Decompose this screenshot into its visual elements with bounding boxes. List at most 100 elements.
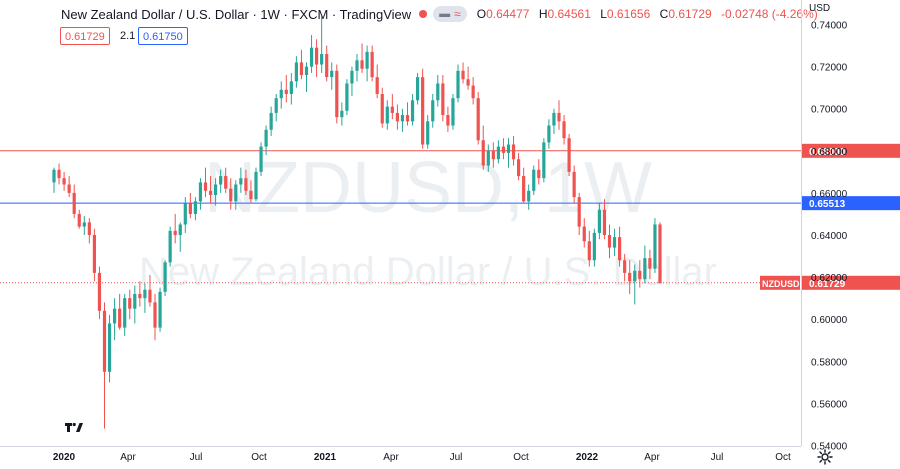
- candle[interactable]: [582, 218, 586, 248]
- candle[interactable]: [158, 287, 162, 332]
- candle[interactable]: [618, 226, 622, 267]
- candle[interactable]: [648, 249, 652, 280]
- candle[interactable]: [511, 136, 516, 166]
- candle[interactable]: [198, 178, 203, 210]
- candle[interactable]: [203, 167, 208, 198]
- candle[interactable]: [188, 192, 192, 219]
- candle[interactable]: [315, 39, 319, 78]
- candle[interactable]: [577, 192, 581, 235]
- candle[interactable]: [522, 167, 526, 204]
- candle[interactable]: [446, 106, 450, 132]
- candle[interactable]: [309, 35, 314, 73]
- candle[interactable]: [102, 302, 107, 429]
- candle[interactable]: [224, 167, 228, 193]
- candle[interactable]: [517, 152, 521, 181]
- candle[interactable]: [269, 106, 273, 137]
- gear-icon[interactable]: [817, 449, 833, 465]
- candle[interactable]: [143, 283, 147, 313]
- candle[interactable]: [67, 176, 71, 198]
- candle[interactable]: [426, 115, 430, 149]
- candle[interactable]: [138, 281, 142, 307]
- buy-button[interactable]: 0.61750: [138, 27, 188, 45]
- candle[interactable]: [552, 108, 556, 134]
- sell-button[interactable]: 0.61729: [60, 27, 110, 45]
- candle[interactable]: [214, 178, 218, 206]
- wave-icon[interactable]: ≈: [454, 7, 461, 21]
- candle[interactable]: [274, 93, 278, 122]
- candle[interactable]: [254, 167, 258, 202]
- candle[interactable]: [461, 62, 465, 84]
- candle[interactable]: [491, 142, 495, 168]
- candle[interactable]: [431, 93, 435, 128]
- candle[interactable]: [52, 167, 56, 193]
- candle[interactable]: [133, 285, 137, 324]
- candle[interactable]: [405, 102, 410, 126]
- candle[interactable]: [506, 138, 511, 168]
- time-axis[interactable]: [0, 446, 801, 469]
- candle[interactable]: [451, 93, 455, 130]
- candle[interactable]: [304, 62, 309, 92]
- candle[interactable]: [385, 100, 389, 130]
- candle[interactable]: [249, 180, 253, 204]
- symbol-title[interactable]: New Zealand Dollar / U.S. Dollar · 1W · …: [61, 6, 412, 22]
- eye-icon[interactable]: ▬: [439, 8, 451, 20]
- candle[interactable]: [163, 260, 167, 297]
- candle[interactable]: [355, 53, 359, 82]
- candle[interactable]: [436, 75, 440, 107]
- candle[interactable]: [193, 197, 197, 221]
- candle[interactable]: [597, 203, 601, 240]
- candle[interactable]: [77, 209, 81, 229]
- candle[interactable]: [107, 314, 112, 383]
- candle[interactable]: [623, 253, 627, 282]
- candle[interactable]: [395, 104, 399, 130]
- candle[interactable]: [234, 180, 238, 210]
- candle[interactable]: [118, 293, 122, 330]
- candle[interactable]: [476, 91, 480, 145]
- candle[interactable]: [123, 293, 127, 337]
- candle[interactable]: [380, 87, 384, 128]
- candle[interactable]: [264, 125, 268, 156]
- candle[interactable]: [375, 64, 379, 99]
- candle[interactable]: [456, 64, 460, 103]
- candle[interactable]: [496, 140, 500, 164]
- candle[interactable]: [390, 93, 394, 120]
- candle[interactable]: [320, 16, 324, 73]
- candle[interactable]: [572, 165, 576, 204]
- candle[interactable]: [612, 228, 617, 257]
- candle[interactable]: [370, 45, 374, 82]
- candle[interactable]: [643, 245, 647, 284]
- candle[interactable]: [471, 77, 475, 105]
- candle[interactable]: [168, 226, 172, 267]
- legend-toggles[interactable]: ▬ ≈: [433, 6, 467, 22]
- candle[interactable]: [128, 289, 132, 320]
- candle[interactable]: [219, 169, 223, 193]
- candle[interactable]: [360, 43, 364, 73]
- candle[interactable]: [62, 171, 66, 191]
- candle[interactable]: [537, 159, 541, 185]
- candle[interactable]: [229, 178, 233, 210]
- candle[interactable]: [547, 119, 551, 149]
- candle[interactable]: [97, 266, 102, 320]
- candle[interactable]: [330, 62, 334, 90]
- candle[interactable]: [113, 298, 117, 341]
- candle[interactable]: [587, 230, 591, 267]
- candle[interactable]: [335, 64, 339, 124]
- candle[interactable]: [294, 56, 298, 88]
- currency-label[interactable]: USD: [809, 3, 831, 14]
- candle[interactable]: [239, 167, 243, 193]
- candle[interactable]: [557, 100, 561, 130]
- candle[interactable]: [421, 68, 425, 149]
- candle[interactable]: [527, 184, 531, 210]
- candle[interactable]: [628, 260, 632, 294]
- candle[interactable]: [148, 274, 152, 307]
- candle[interactable]: [173, 213, 177, 244]
- candle[interactable]: [410, 93, 415, 126]
- candle[interactable]: [325, 45, 329, 82]
- candle[interactable]: [481, 125, 485, 170]
- candle[interactable]: [562, 115, 566, 145]
- candle[interactable]: [416, 72, 420, 105]
- candle[interactable]: [57, 163, 61, 185]
- candle[interactable]: [87, 218, 91, 244]
- candle[interactable]: [244, 169, 248, 196]
